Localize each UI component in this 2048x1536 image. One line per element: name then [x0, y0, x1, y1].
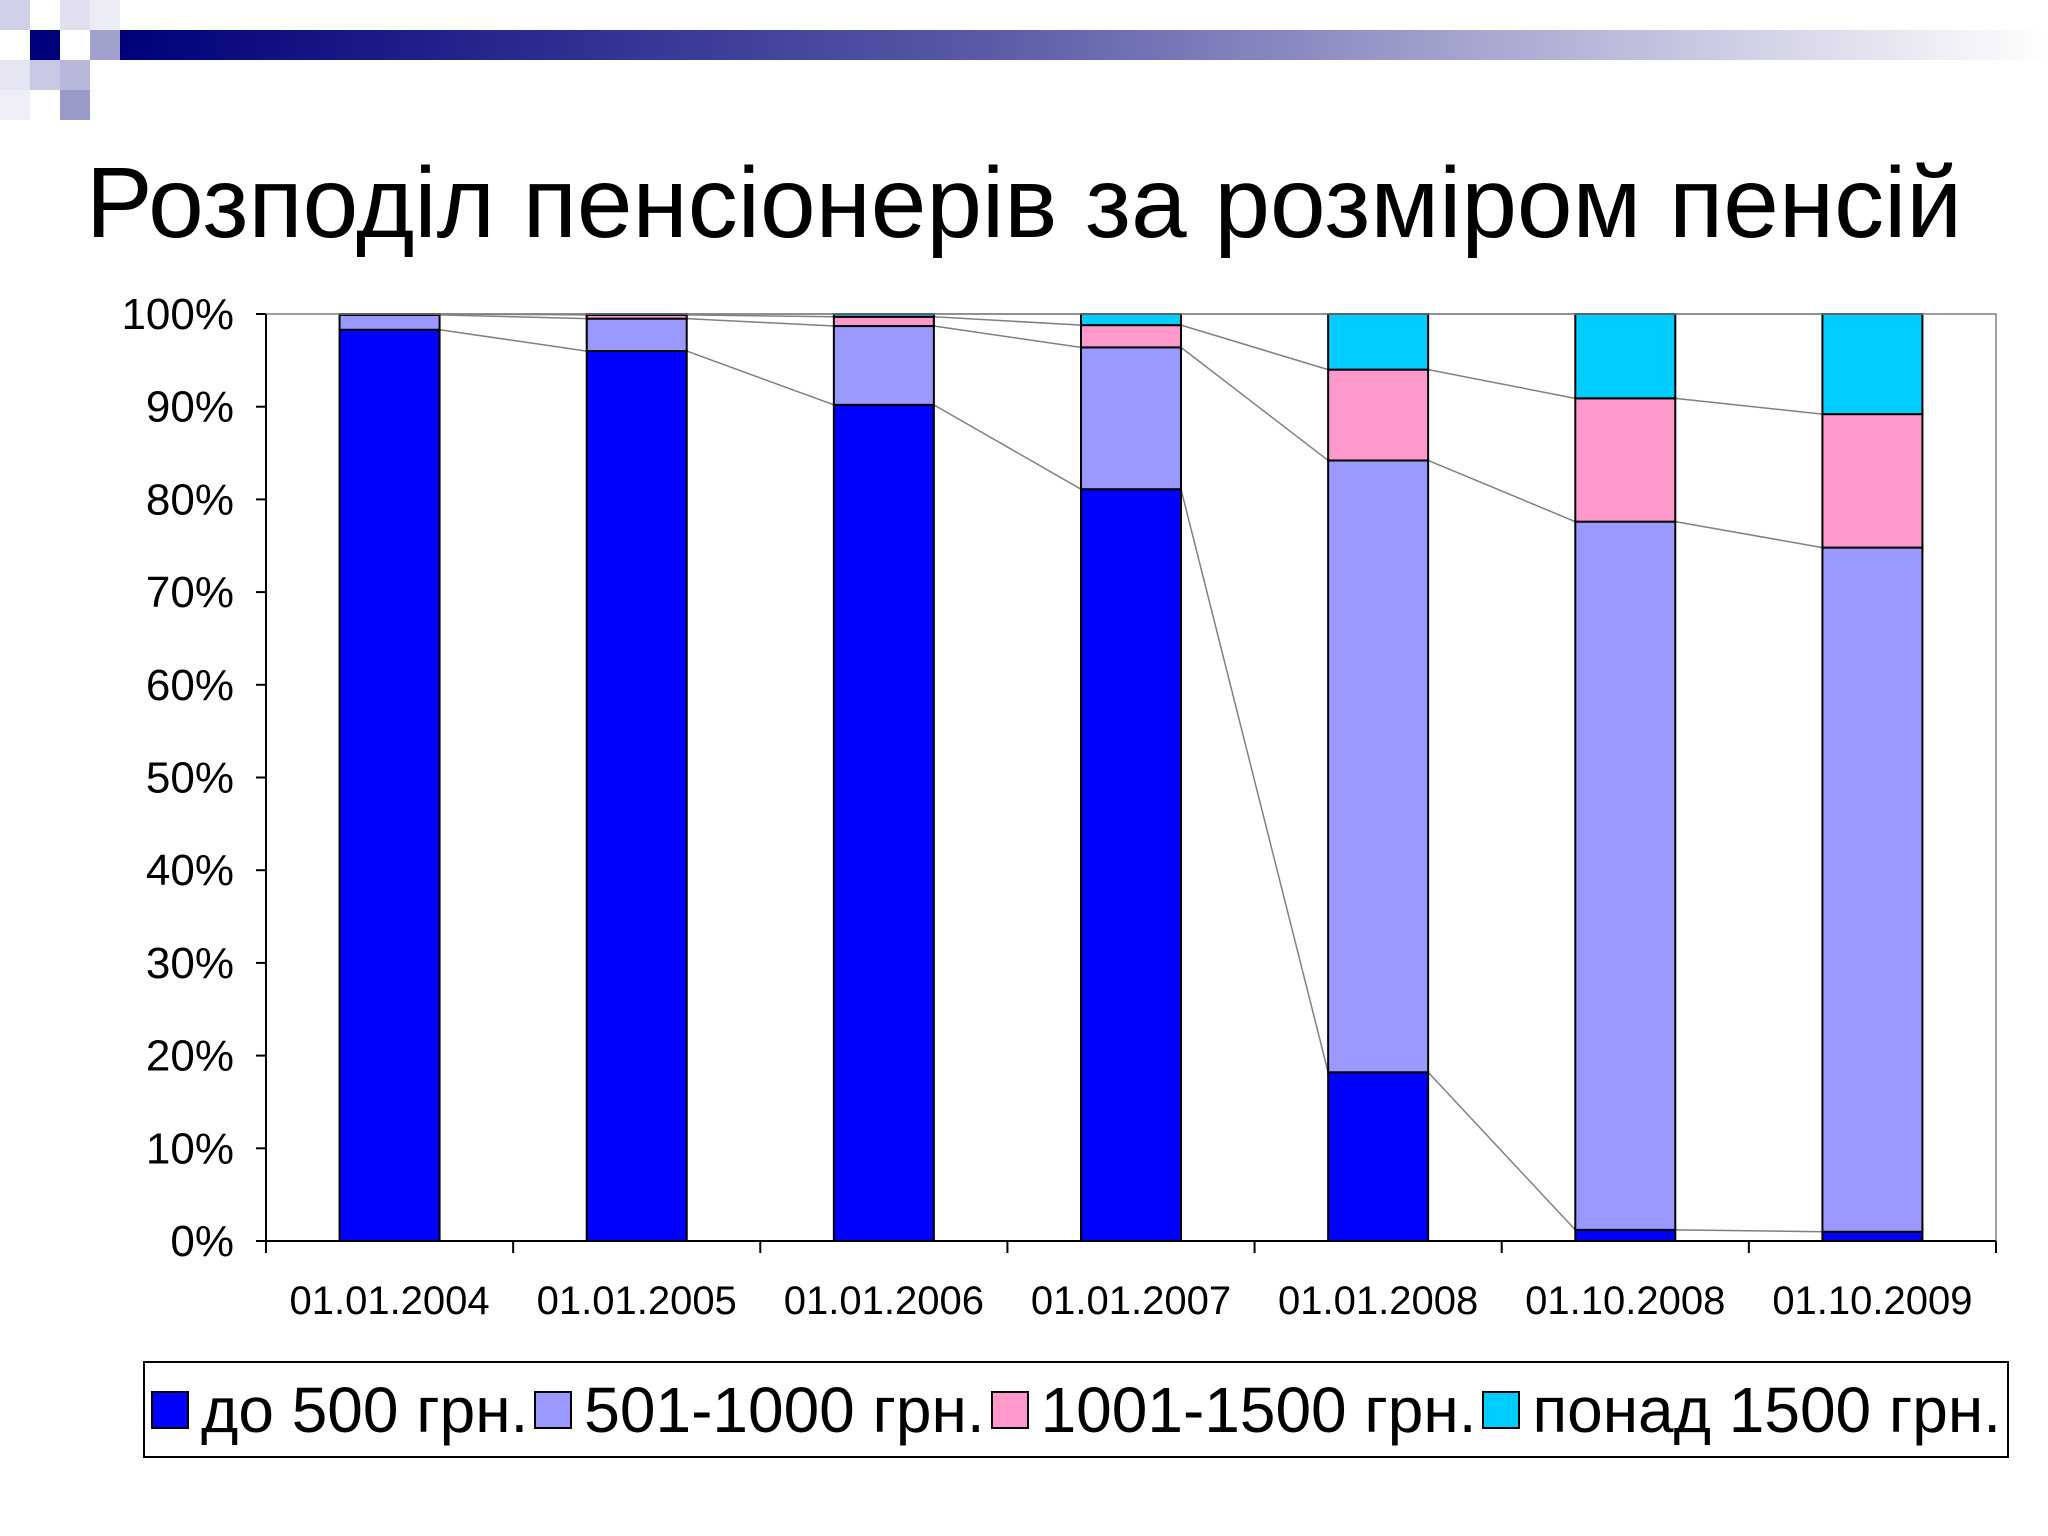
bar-segment [338, 328, 441, 1243]
x-category-label: 01.01.2006 [784, 1279, 984, 1323]
x-category-label: 01.01.2008 [1278, 1279, 1478, 1323]
bars [338, 313, 1924, 1243]
y-axis-ticks: 0% 10% 20% 30% 40% 50% 60% 70% 80% 90% 100% [121, 290, 266, 1266]
legend-item: понад 1500 грн. [1482, 1373, 2001, 1447]
bar-segment [1327, 313, 1430, 371]
bar-segment [1574, 313, 1677, 400]
legend-item: до 500 грн. [150, 1373, 529, 1447]
y-tick-label: 70% [146, 568, 234, 617]
bar-segment [585, 317, 688, 353]
legend-label: понад 1500 грн. [1532, 1373, 2001, 1446]
bar-segment [1327, 459, 1430, 1074]
series-connector-line [439, 314, 587, 320]
legend-item: 501-1000 грн. [534, 1373, 985, 1447]
series-connector-line [1675, 1229, 1823, 1233]
bar-segment [1821, 546, 1924, 1233]
series-connector-line [933, 325, 1082, 349]
series-connector-line [439, 329, 587, 352]
y-tick-label: 60% [146, 661, 234, 710]
x-axis-labels: 01.01.2004 01.01.2005 01.01.2006 01.01.2007… [265, 1241, 1997, 1323]
y-tick-label: 100% [121, 290, 234, 339]
legend-swatch [534, 1390, 573, 1429]
series-connector-line [1180, 489, 1329, 1073]
bar-segment [1080, 324, 1182, 349]
series-connector-line [1675, 397, 1823, 415]
series-connector-line [1675, 520, 1823, 549]
bar-segment [1327, 1071, 1430, 1243]
bar-segment [1821, 313, 1924, 416]
series-lines [439, 313, 1823, 1233]
y-tick-label: 20% [146, 1032, 234, 1081]
y-tick-label: 10% [146, 1124, 234, 1173]
bar-segment [1821, 413, 1924, 549]
bar-segment [1574, 1228, 1677, 1242]
y-tick-label: 0% [170, 1217, 234, 1266]
series-connector-line [686, 317, 834, 327]
legend-label: до 500 грн. [200, 1373, 529, 1446]
y-tick-label: 40% [146, 846, 234, 895]
slide-title: Розподіл пенсіонерів за розміром пенсій [85, 147, 1963, 259]
series-connector-line [933, 404, 1082, 490]
stacked-bar-chart: 0% 10% 20% 30% 40% 50% 60% 70% 80% 90% 100% 01.01.… [121, 290, 1997, 1323]
y-tick-label: 30% [146, 939, 234, 988]
series-connector-line [1427, 1071, 1576, 1231]
x-category-label: 01.01.2004 [289, 1279, 489, 1323]
series-connector-line [933, 316, 1082, 326]
series-connector-line [1180, 346, 1329, 462]
x-category-label: 01.01.2005 [537, 1279, 737, 1323]
bar-segment [1574, 397, 1677, 523]
series-connector-line [1180, 324, 1329, 371]
x-category-label: 01.10.2008 [1525, 1279, 1725, 1323]
legend-item: 1001-1500 грн. [990, 1373, 1477, 1447]
legend-swatch [990, 1390, 1029, 1429]
x-category-label: 01.10.2009 [1772, 1279, 1972, 1323]
series-connector-line [1427, 459, 1576, 523]
bar-segment [1821, 1230, 1924, 1242]
y-tick-label: 50% [146, 754, 234, 803]
y-tick-label: 90% [146, 383, 234, 432]
x-category-label: 01.01.2007 [1031, 1279, 1231, 1323]
series-connector-line [686, 314, 834, 318]
bar-segment [832, 403, 935, 1242]
bar-segment [1080, 488, 1182, 1242]
bar-segment [1574, 520, 1677, 1231]
legend-label: 1001-1500 грн. [1040, 1373, 1477, 1446]
bar-segment [338, 313, 441, 331]
header-decoration [0, 0, 2048, 120]
bar-segment [1327, 368, 1430, 462]
bar-segment [832, 315, 935, 328]
bar-segment [585, 350, 688, 1242]
legend: до 500 грн. 501-1000 грн. 1001-1500 грн. по… [143, 1361, 2009, 1458]
bar-segment [1080, 346, 1182, 491]
bar-segment [832, 325, 935, 406]
series-connector-line [686, 350, 835, 406]
legend-swatch [150, 1390, 189, 1429]
bar-segment [1080, 313, 1182, 327]
legend-label: 501-1000 грн. [584, 1373, 985, 1446]
series-connector-line [1427, 368, 1576, 400]
legend-swatch [1482, 1390, 1521, 1429]
y-tick-label: 80% [146, 475, 234, 524]
